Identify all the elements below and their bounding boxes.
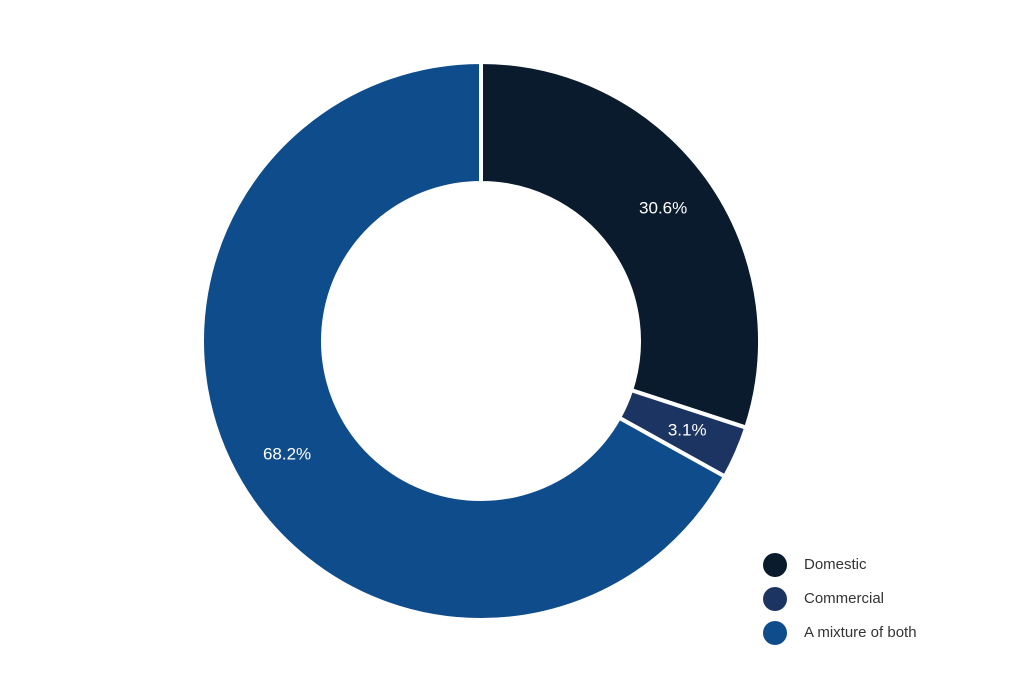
value-label: 68.2% <box>263 445 311 464</box>
value-label: 30.6% <box>639 198 687 217</box>
donut-segment <box>200 59 728 622</box>
legend-label: Domestic <box>804 556 867 573</box>
legend-marker <box>763 553 787 577</box>
legend-label: A mixture of both <box>804 624 917 641</box>
value-label: 3.1% <box>668 420 707 439</box>
donut-segment <box>479 59 762 431</box>
legend-marker <box>763 621 787 645</box>
legend-marker <box>763 587 787 611</box>
legend-label: Commercial <box>804 590 884 607</box>
